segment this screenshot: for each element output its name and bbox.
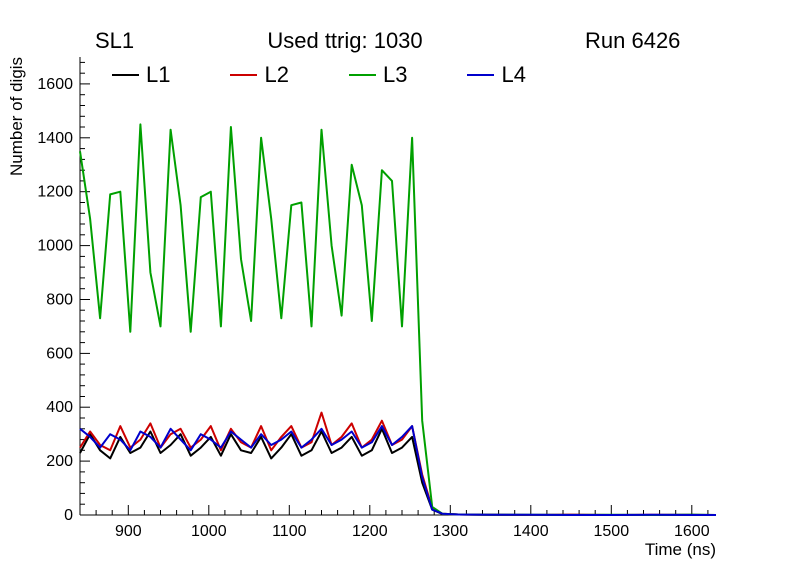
x-tick-label: 1600 <box>674 523 710 540</box>
series-line-L3 <box>79 123 717 516</box>
series-line-L4 <box>79 425 716 516</box>
legend-swatch-L1 <box>112 74 139 76</box>
pad-title-left: SL1 <box>95 28 135 53</box>
legend-swatch-L3 <box>348 74 376 76</box>
legend-item-L2: L2 <box>230 62 289 88</box>
x-tick-label: 1000 <box>191 523 227 540</box>
y-tick-label: 1200 <box>37 184 73 201</box>
legend-item-L1: L1 <box>112 62 170 88</box>
y-tick-label: 1400 <box>37 130 73 147</box>
pad-title-right: Run 6426 <box>585 28 681 53</box>
y-tick-label: 0 <box>64 507 73 524</box>
x-tick-label: 1500 <box>594 523 630 540</box>
legend-label-L1: L1 <box>146 62 171 87</box>
x-tick-label: 900 <box>115 523 142 540</box>
x-tick-label: 1300 <box>433 523 469 540</box>
legend-label-L4: L4 <box>501 62 526 87</box>
y-tick-label: 1600 <box>37 76 73 93</box>
legend: L1 L2 L3 L4 <box>112 62 526 88</box>
pad-title-center: Used ttrig: 1030 <box>267 28 423 53</box>
legend-swatch-L2 <box>230 74 258 76</box>
legend-item-L4: L4 <box>467 62 526 88</box>
y-tick-label: 1000 <box>37 238 73 255</box>
legend-label-L2: L2 <box>264 62 289 87</box>
y-tick-label: 200 <box>46 453 73 470</box>
series-line-L2 <box>79 411 716 516</box>
x-tick-label: 1100 <box>272 523 307 540</box>
y-axis-title: Number of digis <box>7 57 26 176</box>
y-tick-label: 800 <box>46 292 73 309</box>
legend-swatch-L4 <box>467 74 495 76</box>
x-axis-title: Time (ns) <box>645 540 716 559</box>
y-tick-label: 400 <box>46 399 73 416</box>
x-tick-label: 1200 <box>352 523 388 540</box>
legend-label-L3: L3 <box>382 62 408 87</box>
legend-item-L3: L3 <box>348 62 408 88</box>
y-tick-label: 600 <box>46 345 73 362</box>
x-tick-label: 1400 <box>513 523 549 540</box>
